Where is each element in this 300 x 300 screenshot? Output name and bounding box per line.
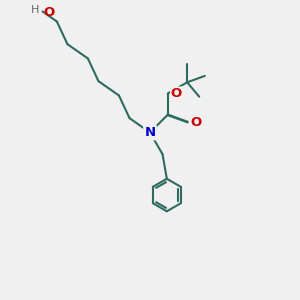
Text: N: N (144, 126, 156, 139)
Text: O: O (190, 116, 201, 129)
Text: O: O (44, 6, 55, 19)
Text: O: O (171, 87, 182, 100)
Text: H: H (30, 5, 39, 15)
